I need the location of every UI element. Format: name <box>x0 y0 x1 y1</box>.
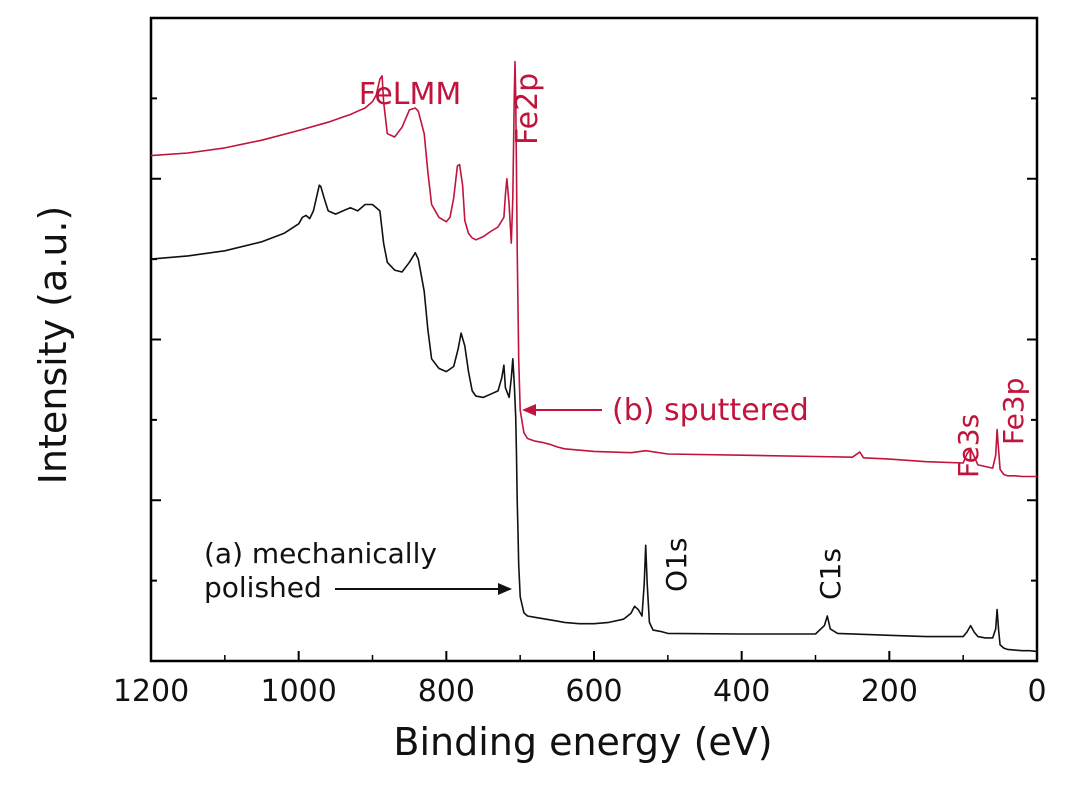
x-axis-ticks: 1200 1000 800 600 400 200 0 <box>113 651 1047 709</box>
annotation-c1s: C1s <box>814 548 847 600</box>
y-axis-ticks <box>151 97 1037 582</box>
series-line-sputtered <box>150 60 1037 478</box>
sputtered-arrow-head <box>522 404 536 416</box>
annotation-polished: polished <box>204 571 322 604</box>
series-line-mechanically-polished <box>150 184 1038 653</box>
annotation-sputtered: (b) sputtered <box>612 393 809 428</box>
annotation-mechanically: (a) mechanically <box>204 537 437 570</box>
y-axis-label: Intensity (a.u.) <box>31 206 75 485</box>
x-tick-label-3: 600 <box>565 674 622 709</box>
x-tick-label-0: 1200 <box>113 674 189 709</box>
polished-arrow-head <box>498 583 512 595</box>
x-tick-label-1: 1000 <box>260 674 336 709</box>
x-tick-label-6: 0 <box>1027 674 1046 709</box>
x-axis-label: Binding energy (eV) <box>393 720 772 764</box>
annotation-fe2p: Fe2p <box>510 73 545 145</box>
annotation-fe3p: Fe3p <box>997 378 1030 445</box>
annotation-felmm: FeLMM <box>359 77 462 112</box>
annotation-fe3s: Fe3s <box>952 414 985 478</box>
annotation-o1s: O1s <box>660 538 693 592</box>
x-tick-label-4: 400 <box>713 674 770 709</box>
x-tick-label-5: 200 <box>861 674 918 709</box>
series-layer <box>150 60 1038 653</box>
x-tick-label-2: 800 <box>418 674 475 709</box>
